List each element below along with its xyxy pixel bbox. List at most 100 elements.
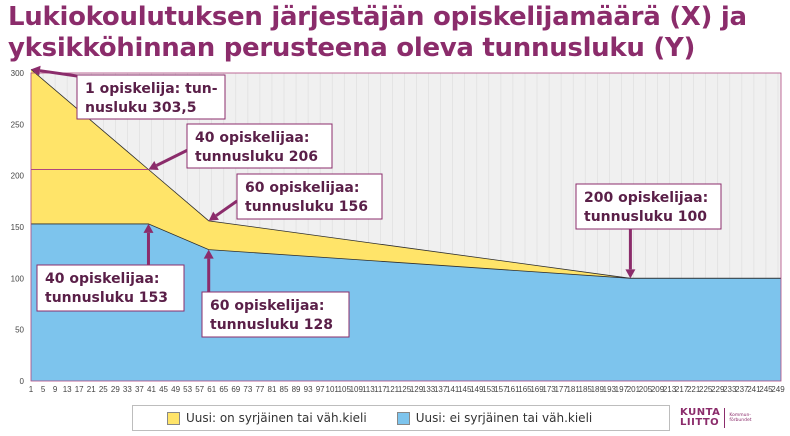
- x-tick-label: 21: [87, 385, 96, 394]
- annotation-arrow-head: [625, 269, 636, 279]
- annotation-text: nusluku 303,5: [85, 100, 196, 116]
- x-tick-label: 177: [554, 385, 568, 394]
- x-tick-label: 25: [99, 385, 108, 394]
- x-tick-label: 113: [362, 385, 375, 394]
- annotation-arrow-head: [208, 211, 219, 221]
- x-tick-label: 61: [207, 385, 216, 394]
- x-tick-label: 69: [231, 385, 240, 394]
- x-tick-label: 105: [338, 385, 352, 394]
- x-tick-label: 205: [639, 385, 653, 394]
- x-tick-label: 209: [651, 385, 665, 394]
- x-tick-label: 117: [374, 385, 387, 394]
- legend-label-yellow: Uusi: on syrjäinen tai väh.kieli: [186, 411, 367, 425]
- y-tick-label: 250: [11, 120, 25, 129]
- x-tick-label: 145: [458, 385, 472, 394]
- x-tick-label: 81: [268, 385, 277, 394]
- annotation-text: 1 opiskelija: tun-: [85, 81, 218, 97]
- x-tick-label: 141: [446, 385, 460, 394]
- x-tick-label: 197: [615, 385, 629, 394]
- y-tick-label: 300: [11, 69, 25, 78]
- annotations: 1 opiskelija: tun-nusluku 303,5 40 opiske…: [31, 65, 722, 338]
- x-tick-label: 57: [195, 385, 204, 394]
- x-tick-label: 225: [699, 385, 713, 394]
- annotation-text: 60 opiskelijaa:: [210, 298, 324, 314]
- logo-sub-line-2: förbundet: [729, 418, 752, 423]
- x-tick-label: 189: [591, 385, 605, 394]
- x-tick-label: 121: [386, 385, 400, 394]
- x-tick-label: 201: [627, 385, 641, 394]
- logo-line-1: KUNTA: [680, 407, 721, 418]
- logo-line-2: LIITTO: [680, 417, 720, 428]
- x-tick-label: 93: [304, 385, 313, 394]
- annotation-box: [236, 173, 383, 220]
- x-tick-label: 173: [542, 385, 556, 394]
- logo-subtext: Kommun- förbundet: [729, 413, 751, 424]
- annotation-box: [76, 74, 226, 120]
- annotation-box: [575, 183, 722, 230]
- annotation-text: 200 opiskelijaa:: [584, 190, 708, 206]
- legend-item-blue: Uusi: ei syrjäinen tai väh.kieli: [396, 411, 593, 425]
- x-tick-label: 217: [675, 385, 689, 394]
- annotation-text: tunnusluku 153: [45, 290, 168, 306]
- annotation-text: 40 opiskelijaa:: [195, 130, 309, 146]
- axes: 1 5 9 13 17 21 25 29 33 37 41 45 49 53 57 61 65 69 73 77 81 8…: [11, 69, 786, 394]
- y-tick-label: 200: [11, 172, 25, 181]
- logo-separator: [724, 408, 726, 428]
- y-tick-label: 100: [11, 274, 25, 283]
- x-tick-label: 245: [759, 385, 773, 394]
- x-tick-label: 137: [434, 385, 448, 394]
- x-tick-label: 109: [350, 385, 364, 394]
- x-tick-label: 13: [63, 385, 72, 394]
- x-tick-label: 89: [292, 385, 301, 394]
- legend: Uusi: on syrjäinen tai väh.kieli Uusi: e…: [132, 405, 670, 431]
- chart-title: Lukiokoulutuksen järjestäjän opiskelijam…: [8, 2, 747, 63]
- legend-label-blue: Uusi: ei syrjäinen tai väh.kieli: [415, 411, 593, 425]
- annotation-arrow-head: [143, 223, 154, 233]
- kuntaliitto-logo: KUNTA LIITTO Kommun- förbundet: [680, 405, 784, 431]
- x-tick-label: 53: [183, 385, 192, 394]
- y-tick-label: 50: [15, 326, 24, 335]
- x-tick-label: 77: [255, 385, 264, 394]
- x-tick-label: 85: [280, 385, 289, 394]
- x-tick-label: 229: [711, 385, 725, 394]
- x-tick-label: 45: [159, 385, 168, 394]
- x-tick-label: 237: [735, 385, 749, 394]
- x-tick-label: 165: [518, 385, 532, 394]
- x-tick-label: 73: [243, 385, 252, 394]
- legend-swatch-yellow: [167, 411, 180, 425]
- annotation-arrow-head: [148, 161, 159, 170]
- annotation-text: 40 opiskelijaa:: [45, 271, 159, 287]
- x-tick-label: 17: [75, 385, 84, 394]
- x-tick-label: 41: [147, 385, 156, 394]
- x-tick-label: 133: [422, 385, 436, 394]
- annotation-box: [201, 291, 350, 338]
- x-tick-label: 181: [566, 385, 580, 394]
- annotation-box: [186, 123, 333, 169]
- annotation-arrow-line: [39, 69, 78, 78]
- x-tick-label: 9: [53, 385, 58, 394]
- x-tick-label: 193: [603, 385, 617, 394]
- x-tick-label: 129: [410, 385, 424, 394]
- x-tick-label: 97: [316, 385, 325, 394]
- x-tick-label: 125: [398, 385, 412, 394]
- logo-sub-line-1: Kommun-: [729, 412, 751, 418]
- x-tick-label: 153: [482, 385, 496, 394]
- x-tick-label: 233: [723, 385, 737, 394]
- legend-swatch-blue: [396, 411, 410, 425]
- x-tick-label: 221: [687, 385, 701, 394]
- annotation-arrow-line: [215, 199, 238, 217]
- x-tick-label: 37: [135, 385, 144, 394]
- logo-wordmark: KUNTA LIITTO: [680, 408, 720, 428]
- x-tick-label: 49: [171, 385, 180, 394]
- area-blue: [31, 223, 781, 381]
- x-tick-label: 33: [123, 385, 132, 394]
- x-tick-label: 5: [41, 385, 46, 394]
- x-tick-label: 149: [470, 385, 484, 394]
- x-tick-label: 169: [530, 385, 544, 394]
- x-tick-label: 185: [579, 385, 593, 394]
- annotation-text: tunnusluku 156: [245, 199, 368, 215]
- x-tick-label: 241: [747, 385, 761, 394]
- annotation-arrow-line: [155, 149, 188, 167]
- annotation-box: [36, 264, 185, 312]
